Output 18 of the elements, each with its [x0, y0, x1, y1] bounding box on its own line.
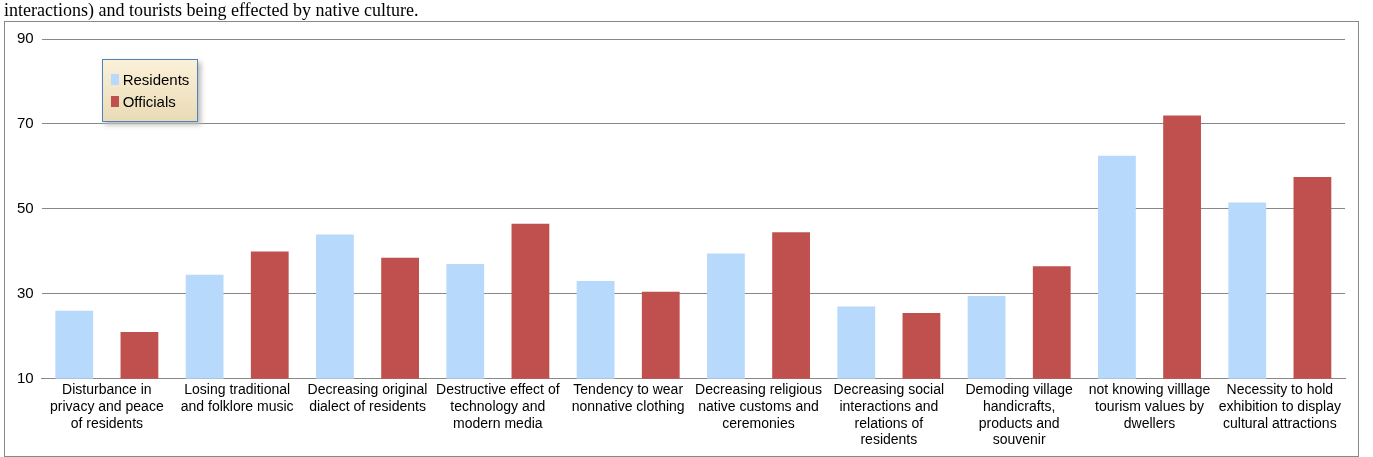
x-tick-label: Tendency to wear nonnative clothing	[571, 381, 685, 414]
x-tick-label: Destructive effect of technology and modern media	[436, 381, 560, 431]
x-tick-label: Decreasing social interactions and relations of residents	[833, 381, 945, 448]
legend-label: Officials	[122, 93, 176, 110]
x-tick-label: Decreasing original dialect of residents	[307, 381, 428, 414]
y-tick-label: 70	[17, 114, 34, 132]
y-tick-label: 10	[17, 368, 34, 386]
x-tick-label: Losing traditional and folklore music	[180, 381, 294, 414]
y-tick-label: 30	[17, 283, 34, 301]
x-tick-label: Decreasing religious native customs and ceremonies	[695, 381, 822, 431]
x-tick-label: Demoding village handicrafts, products and souvenir	[965, 381, 1074, 448]
y-tick-label: 50	[17, 199, 34, 217]
y-tick-label: 90	[17, 29, 34, 47]
x-tick-label: Necessity to hold exhibition to display cultural attractions	[1218, 381, 1341, 431]
x-tick-label: Disturbance in privacy and peace of residents	[50, 381, 164, 431]
legend-label: Residents	[122, 71, 190, 88]
chart-title: interactions) and tourists being effected by native culture.	[4, 0, 419, 20]
x-tick-label: not knowing villlage tourism values by dwellers	[1088, 381, 1211, 431]
